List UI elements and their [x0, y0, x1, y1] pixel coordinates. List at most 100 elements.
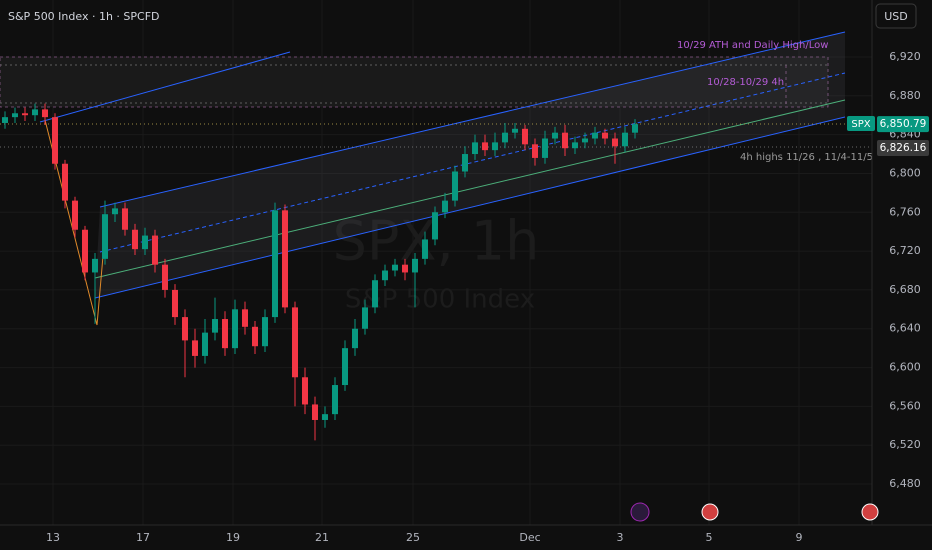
y-tick-label: 6,720 — [889, 244, 921, 257]
candle-body — [22, 113, 28, 116]
candle-body — [142, 235, 148, 250]
price-tag-label: 6,826.16 — [880, 142, 927, 154]
candles — [1, 103, 638, 441]
candle-body — [272, 210, 278, 318]
channel-top — [99, 31, 846, 208]
chart-title: S&P 500 Index · 1h · SPCFD — [8, 10, 160, 23]
channel-mid — [99, 72, 846, 253]
candle-body — [372, 280, 378, 308]
annotation: 10/29 ATH and Daily High/Low — [677, 40, 828, 51]
candle-body — [212, 319, 218, 333]
candle-body — [502, 132, 508, 143]
x-tick-label: 17 — [136, 531, 150, 544]
candle-body — [462, 154, 468, 172]
candle-body — [492, 142, 498, 151]
event-icon[interactable] — [630, 502, 650, 522]
candle-body — [52, 117, 58, 164]
candle-body — [262, 317, 268, 347]
y-tick-label: 6,520 — [889, 438, 921, 451]
price-tag — [877, 140, 929, 157]
candle-body — [432, 212, 438, 240]
price-tag-label: 6,850.79 — [880, 118, 927, 130]
candle-body — [242, 309, 248, 327]
x-tick-label: Dec — [519, 531, 540, 544]
y-tick-label: 6,560 — [889, 399, 921, 412]
symbol-tag — [847, 116, 875, 131]
currency-button[interactable] — [875, 3, 917, 29]
x-tick-label: 21 — [315, 531, 329, 544]
candle-body — [302, 377, 308, 405]
event-icon[interactable] — [861, 503, 879, 521]
candle-body — [572, 142, 578, 149]
y-tick-label: 6,680 — [889, 283, 921, 296]
candle-body — [352, 328, 358, 349]
candle-body — [202, 332, 208, 356]
candle-body — [552, 132, 558, 139]
candle-body — [472, 142, 478, 155]
candle-body — [422, 239, 428, 259]
candle-body — [292, 307, 298, 378]
candle-body — [322, 414, 328, 420]
candle-body — [222, 319, 228, 349]
candle-body — [452, 171, 458, 201]
x-tick-label: 9 — [796, 531, 803, 544]
candle-body — [542, 138, 548, 158]
candle-body — [412, 258, 418, 273]
candle-body — [522, 128, 528, 145]
candle-body — [632, 124, 638, 133]
x-tick-label: 3 — [617, 531, 624, 544]
symbol-label: SPX — [851, 119, 870, 130]
candle-body — [562, 132, 568, 149]
candle-body — [82, 229, 88, 273]
price-tag — [877, 116, 929, 133]
candle-body — [162, 264, 168, 290]
candle-body — [332, 385, 338, 415]
currency[interactable]: USD — [884, 10, 908, 23]
candle-body — [402, 264, 408, 273]
candle-body — [362, 307, 368, 329]
candle-body — [102, 214, 108, 259]
candle-body — [592, 132, 598, 139]
annotation: 4h highs 11/26 , 11/4-11/5 — [740, 152, 873, 163]
candle-body — [42, 109, 48, 118]
candle-body — [442, 200, 448, 213]
y-tick-label: 6,800 — [889, 166, 921, 179]
candle-body — [122, 208, 128, 230]
candle-body — [232, 309, 238, 349]
candle-body — [482, 142, 488, 151]
candle-body — [512, 128, 518, 133]
candle-body — [312, 404, 318, 420]
candle-body — [342, 348, 348, 386]
axes: 6,480 6,520 6,560 6,600 6,640 6,680 6,720 6,760… — [46, 50, 929, 544]
candle-body — [62, 163, 68, 201]
candle-body — [252, 326, 258, 347]
candle-body — [612, 138, 618, 147]
annotation: 10/28-10/29 4h — [707, 77, 784, 88]
candle-body — [392, 264, 398, 271]
event-icon[interactable] — [701, 503, 719, 521]
candle-body — [1, 117, 8, 123]
candle-body — [382, 270, 388, 281]
candle-body — [602, 132, 608, 139]
x-tick-label: 13 — [46, 531, 60, 544]
x-tick-label: 19 — [226, 531, 240, 544]
candle-body — [112, 208, 118, 215]
y-tick-label: 6,480 — [889, 477, 921, 490]
candle-body — [282, 210, 288, 308]
y-tick-label: 6,760 — [889, 205, 921, 218]
candle-body — [192, 340, 198, 356]
candle-body — [12, 113, 18, 118]
y-tick-label: 6,920 — [889, 50, 921, 63]
candle-body — [172, 289, 178, 318]
y-tick-label: 6,880 — [889, 89, 921, 102]
candle-body — [582, 138, 588, 143]
y-tick-label: 6,600 — [889, 361, 921, 374]
event-icons — [630, 502, 879, 522]
candle-body — [72, 200, 78, 230]
x-tick-label: 25 — [406, 531, 420, 544]
candle-body — [92, 258, 98, 273]
x-tick-label: 5 — [706, 531, 713, 544]
trend-line — [39, 51, 291, 123]
